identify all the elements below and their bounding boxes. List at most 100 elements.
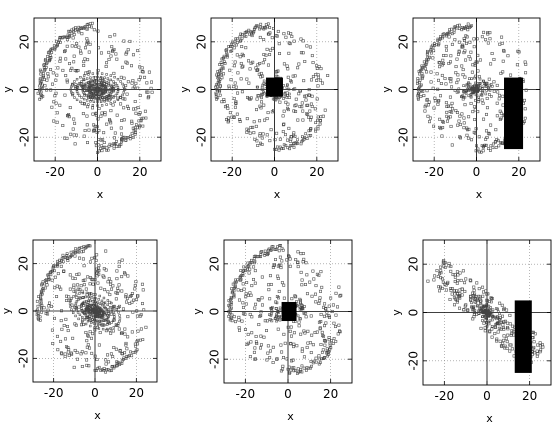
data-point: [482, 82, 486, 86]
data-point: [257, 298, 261, 302]
data-point: [105, 89, 108, 92]
data-point: [106, 77, 110, 80]
data-point: [495, 337, 499, 341]
data-point: [449, 124, 453, 128]
data-point: [72, 60, 76, 64]
data-point: [91, 332, 95, 336]
data-point: [73, 277, 77, 281]
y-tick-label: 20: [208, 256, 222, 271]
data-point: [287, 254, 290, 258]
data-point: [316, 73, 320, 77]
data-point: [249, 125, 253, 129]
data-point: [252, 350, 256, 354]
data-point: [90, 277, 94, 281]
x-axis-label: x: [486, 412, 493, 425]
data-point: [226, 116, 230, 120]
data-point: [538, 341, 542, 345]
data-point: [113, 100, 116, 103]
data-point: [280, 259, 284, 263]
data-point: [261, 132, 265, 136]
data-point: [141, 288, 145, 292]
data-point: [133, 287, 137, 291]
data-point: [429, 45, 433, 49]
data-point: [78, 288, 82, 292]
data-point: [270, 309, 274, 313]
data-point: [324, 351, 328, 355]
data-point: [486, 299, 489, 302]
data-point: [500, 314, 504, 318]
data-point: [44, 312, 48, 315]
data-point: [280, 350, 284, 354]
data-point: [63, 337, 67, 341]
data-point: [75, 350, 79, 354]
data-point: [320, 285, 324, 289]
data-point: [282, 332, 286, 336]
data-point: [466, 309, 470, 312]
data-point: [233, 105, 237, 109]
data-point: [75, 98, 79, 102]
data-point: [109, 126, 113, 130]
data-point: [437, 285, 441, 289]
data-point: [58, 56, 62, 60]
data-point: [261, 61, 265, 65]
data-point: [279, 343, 283, 347]
data-point: [150, 80, 153, 84]
data-point: [88, 80, 92, 83]
data-point: [95, 130, 99, 134]
data-point: [288, 370, 292, 374]
data-point: [281, 367, 285, 371]
data-point: [147, 70, 151, 74]
data-point: [45, 62, 48, 66]
data-point: [36, 91, 40, 95]
data-point: [89, 324, 92, 328]
data-point: [103, 312, 107, 316]
data-point: [295, 344, 299, 348]
data-point: [73, 254, 77, 258]
data-point: [103, 323, 106, 327]
data-point: [439, 269, 443, 273]
data-point: [225, 55, 229, 59]
data-point: [491, 142, 495, 146]
data-point: [262, 53, 266, 56]
data-point: [84, 82, 88, 85]
data-point: [111, 49, 115, 53]
data-point: [463, 95, 467, 99]
data-point: [260, 303, 264, 307]
data-point: [320, 357, 323, 361]
data-point: [109, 102, 113, 105]
data-point: [309, 134, 313, 137]
data-point: [96, 75, 99, 79]
data-point: [278, 306, 282, 310]
data-point: [238, 35, 242, 39]
data-point: [70, 85, 73, 88]
data-point: [241, 272, 245, 276]
data-point: [249, 340, 253, 344]
data-point: [436, 39, 440, 42]
data-point: [508, 349, 512, 353]
data-point: [94, 83, 98, 86]
data-point: [443, 282, 447, 286]
data-point: [481, 90, 484, 94]
data-point: [474, 301, 478, 304]
data-point: [115, 277, 119, 281]
data-point: [476, 100, 480, 104]
data-point: [461, 68, 465, 72]
data-point: [431, 45, 435, 49]
data-point: [252, 257, 256, 260]
data-point: [236, 71, 240, 75]
data-point: [485, 311, 489, 314]
data-point: [265, 117, 269, 121]
data-point: [488, 329, 492, 333]
data-point: [136, 294, 140, 298]
data-point: [288, 92, 291, 96]
data-point: [86, 141, 89, 145]
data-point: [469, 93, 472, 96]
data-point: [322, 314, 326, 318]
y-tick-label: -20: [208, 349, 222, 369]
data-point: [96, 72, 99, 75]
data-point: [85, 89, 88, 92]
data-point: [56, 66, 60, 70]
y-tick-label: 20: [18, 34, 32, 49]
data-point: [317, 302, 321, 305]
data-point: [74, 314, 77, 318]
